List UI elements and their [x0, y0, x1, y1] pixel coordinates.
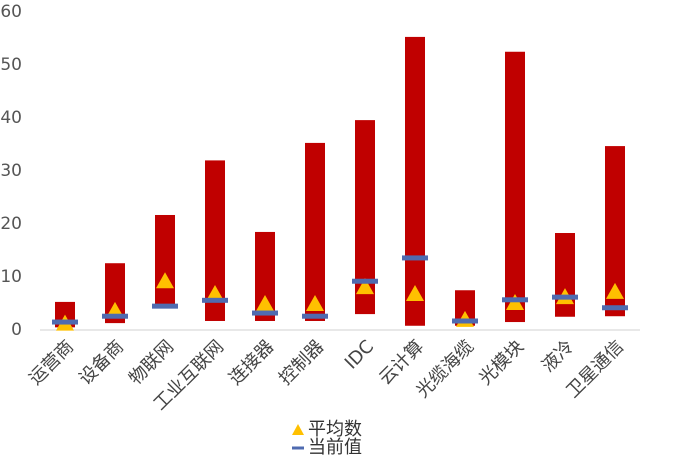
range-bar: [555, 233, 575, 317]
y-tick-label: 50: [0, 55, 22, 75]
range-bar: [355, 120, 375, 315]
average-marker: [606, 282, 624, 299]
range-bar: [155, 214, 175, 307]
x-tick-label: 运营商: [25, 336, 78, 389]
current-marker: [302, 313, 328, 319]
average-marker: [206, 284, 224, 301]
y-tick-label: 0: [11, 320, 22, 340]
range-bar: [205, 160, 225, 321]
y-tick-label: 60: [0, 2, 22, 22]
current-marker: [152, 303, 178, 309]
x-tick-label: 控制器: [275, 336, 328, 389]
current-marker: [52, 319, 78, 325]
legend-marker: [292, 446, 304, 450]
current-marker: [452, 318, 478, 324]
legend-marker: [292, 424, 304, 435]
current-marker: [402, 255, 428, 261]
range-bar: [255, 231, 275, 321]
range-bar: [605, 146, 625, 317]
range-bar: [505, 51, 525, 323]
legend-label: 当前值: [308, 437, 362, 458]
range-bar: [405, 36, 425, 326]
x-tick-label: 光模块: [475, 336, 528, 389]
average-marker: [256, 295, 274, 312]
range-bar: [305, 142, 325, 321]
current-marker: [552, 294, 578, 300]
average-marker: [356, 278, 374, 295]
current-marker: [252, 310, 278, 316]
x-tick-label: 设备商: [75, 336, 128, 389]
y-tick-label: 20: [0, 214, 22, 234]
average-marker: [406, 284, 424, 301]
current-marker: [102, 313, 128, 319]
current-marker: [602, 305, 628, 311]
range-bar: [105, 263, 125, 324]
average-marker: [156, 272, 174, 289]
current-marker: [202, 297, 228, 303]
y-tick-label: 40: [0, 108, 22, 128]
y-tick-label: 10: [0, 267, 22, 287]
legend-label: 平均数: [308, 419, 362, 440]
average-marker: [306, 295, 324, 312]
x-tick-label: 液冷: [538, 336, 578, 376]
range-bar: [455, 290, 475, 326]
y-tick-label: 30: [0, 161, 22, 181]
x-tick-label: IDC: [341, 336, 378, 373]
current-marker: [352, 278, 378, 284]
x-tick-label: 连接器: [225, 336, 278, 389]
current-marker: [502, 297, 528, 303]
